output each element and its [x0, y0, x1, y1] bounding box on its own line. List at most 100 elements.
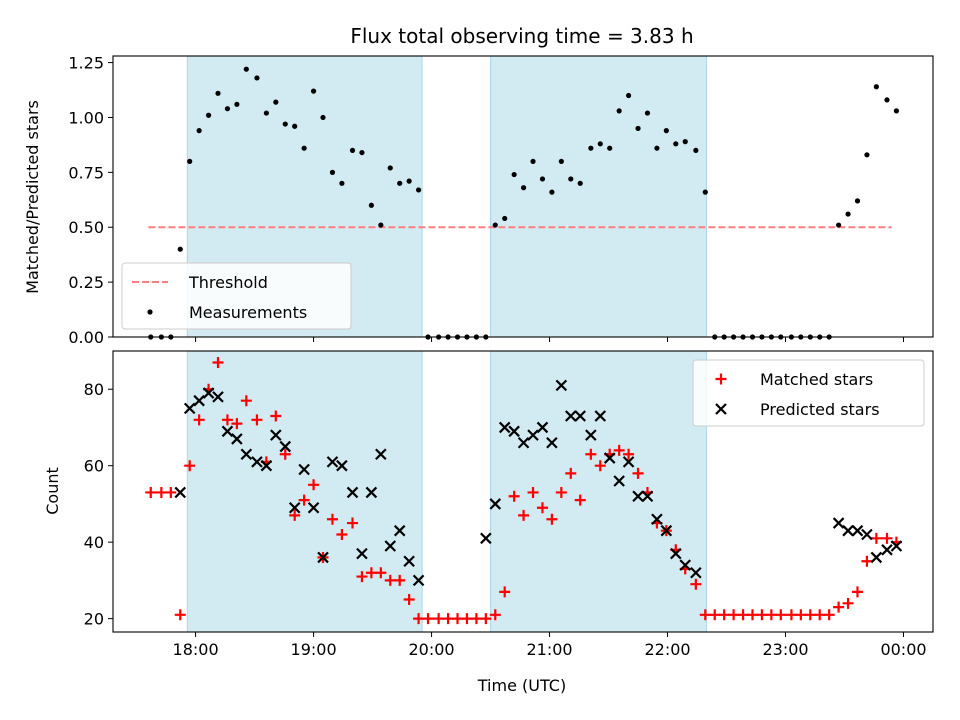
matched-stars-point [442, 613, 454, 625]
predicted-stars-legend-swatch [715, 403, 727, 415]
measurements-point [196, 128, 202, 134]
measurements-point [234, 101, 240, 107]
x-tick-label: 19:00 [291, 640, 337, 659]
predicted-stars-point [480, 532, 492, 545]
measurements-point [558, 158, 564, 164]
measurements-point [254, 75, 260, 81]
measurements-point [588, 145, 594, 151]
x-tick-label: 21:00 [526, 640, 572, 659]
predicted-stars-point [861, 528, 873, 541]
predicted-stars-point [393, 524, 406, 537]
matched-stars-point [518, 509, 530, 521]
matched-stars-point [699, 609, 711, 621]
predicted-stars-point [565, 410, 577, 422]
measurements-point [673, 141, 679, 147]
top-panel-y-tick-label: 0.75 [68, 163, 104, 182]
measurements-point [502, 215, 508, 222]
plot-layer: 0.00 0.25 0.50 0.75 1.00 1.25 Threshold Measure… [68, 54, 934, 659]
predicted-stars-point [651, 513, 663, 525]
predicted-stars-point [641, 490, 654, 503]
matched-stars-point [594, 460, 606, 472]
measurements-point [329, 169, 336, 175]
matched-stars-point [356, 571, 368, 583]
matched-stars-legend-swatch [715, 373, 727, 385]
predicted-stars-point [508, 425, 520, 438]
matched-stars-point [881, 532, 893, 544]
predicted-stars-point [212, 391, 224, 403]
matched-stars-point [565, 467, 577, 479]
bottom-panel-y-tick-label: 20 [84, 610, 104, 629]
matched-stars-point [804, 609, 816, 621]
measurements-point [339, 180, 345, 186]
measurements-point [282, 121, 288, 127]
bottom-panel-observing-window-0 [186, 350, 423, 633]
measurements-point [368, 202, 374, 208]
predicted-stars-point [527, 429, 539, 441]
predicted-stars-point [279, 440, 292, 453]
matched-stars-point [737, 609, 749, 621]
x-tick-label: 00:00 [880, 640, 926, 659]
top-panel-y-axis-label: Matched/Predicted stars [23, 100, 42, 294]
matched-stars-point [842, 597, 854, 609]
threshold-legend-label: Threshold [188, 273, 268, 292]
matched-stars-point [347, 517, 359, 529]
measurements-point [884, 97, 890, 103]
top-panel-legend: Threshold Measurements [121, 262, 352, 330]
matched-stars-point [795, 609, 807, 621]
predicted-stars-point [585, 429, 597, 441]
x-tick-label: 20:00 [409, 640, 455, 659]
matched-stars-point [765, 609, 777, 621]
matched-stars-point [240, 395, 252, 407]
matched-stars-point [270, 410, 282, 422]
predicted-stars-point [613, 475, 625, 487]
predicted-stars-point [574, 410, 587, 422]
matched-stars-point [775, 609, 787, 621]
bottom-panel-y-tick-label: 80 [84, 380, 104, 399]
x-tick-label: 18:00 [173, 640, 219, 659]
predicted-stars-point [365, 486, 378, 499]
matched-stars-point [690, 578, 702, 590]
measurements-legend-swatch [147, 309, 153, 315]
predicted-stars-point [622, 456, 635, 468]
predicted-stars-point [679, 559, 692, 571]
predicted-stars-point [221, 425, 234, 438]
measurements-point [301, 145, 307, 151]
top-panel-y-tick-label: 1.00 [68, 108, 104, 127]
predicted-stars-point [326, 456, 339, 468]
bottom-panel-observing-window-1 [490, 350, 707, 633]
predicted-stars-point [690, 566, 702, 579]
measurements-point [263, 110, 269, 116]
top-panel-y-tick-label: 0.25 [68, 273, 104, 292]
matched-stars-point [231, 418, 243, 430]
measurements-point [693, 147, 699, 153]
predicted-stars-point [842, 524, 854, 537]
matched-stars-point [145, 486, 157, 498]
measurements-point [511, 171, 517, 178]
matched-stars-point [536, 502, 548, 514]
measurements-point [836, 222, 842, 228]
x-axis-label: Time (UTC) [477, 676, 566, 695]
measurements-point [845, 211, 851, 217]
bottom-panel-y-tick-label: 40 [84, 533, 104, 552]
top-panel-legend-box [121, 262, 352, 330]
predicted-stars-point [346, 486, 359, 499]
matched-stars-point [155, 486, 167, 498]
predicted-stars-point [356, 547, 368, 560]
matched-stars-point [623, 448, 635, 460]
measurements-point [378, 222, 384, 228]
measurements-point [187, 158, 193, 164]
matched-stars-point [384, 574, 396, 586]
predicted-stars-point [403, 555, 415, 568]
predicted-stars-point [632, 490, 644, 503]
measurements-point [893, 108, 900, 114]
measurements-point [205, 112, 212, 118]
measurements-point [397, 180, 403, 186]
bottom-panel: 18:00 19:00 20:00 21:00 22:00 23:00 00:00 20 40 6… [84, 350, 934, 659]
matched-stars-point [814, 609, 826, 621]
predicted-stars-point [832, 517, 845, 529]
measurements-point [539, 176, 546, 182]
matched-stars-point [499, 586, 511, 598]
matched-stars-point [174, 609, 186, 621]
predicted-stars-point [317, 551, 329, 564]
predicted-stars-point [336, 459, 348, 472]
